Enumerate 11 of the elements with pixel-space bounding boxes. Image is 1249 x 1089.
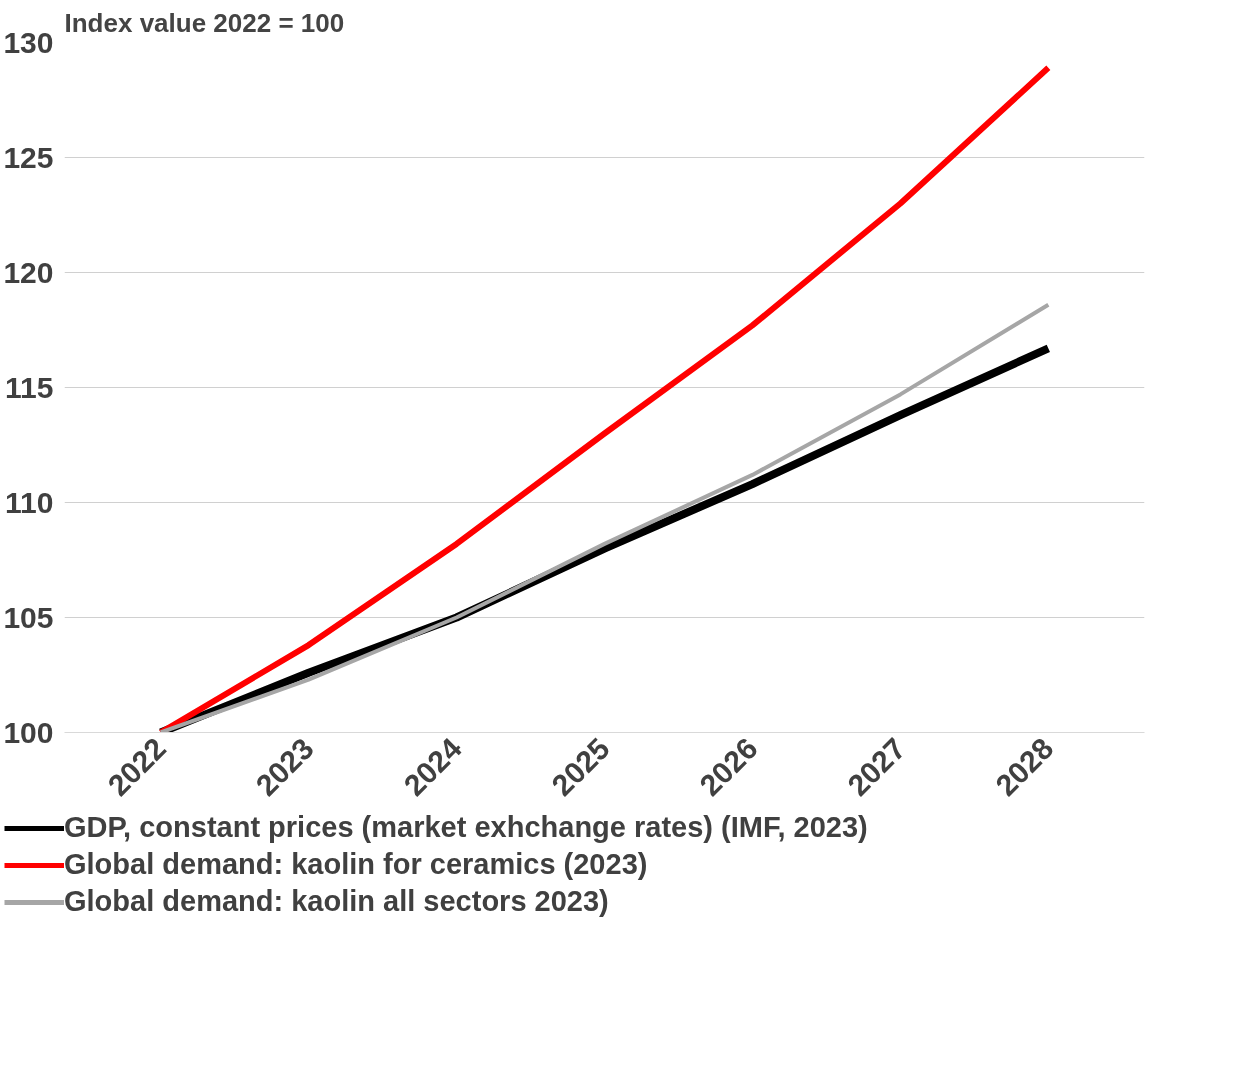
y-tick-label: 115: [5, 370, 54, 404]
y-axis-title: Index value 2022 = 100: [64, 7, 345, 38]
legend-label: Global demand: kaolin all sectors 2023): [64, 885, 609, 918]
y-tick-label: 105: [3, 600, 54, 634]
y-tick-label: 130: [3, 25, 54, 59]
legend-label: Global demand: kaolin for ceramics (2023): [64, 848, 648, 881]
y-tick-label: 100: [3, 715, 54, 749]
y-tick-label: 110: [5, 485, 54, 519]
y-tick-label: 125: [3, 140, 54, 174]
legend-label: GDP, constant prices (market exhchange rates) (IMF, 2023): [64, 811, 868, 844]
y-tick-label: 120: [3, 255, 54, 289]
